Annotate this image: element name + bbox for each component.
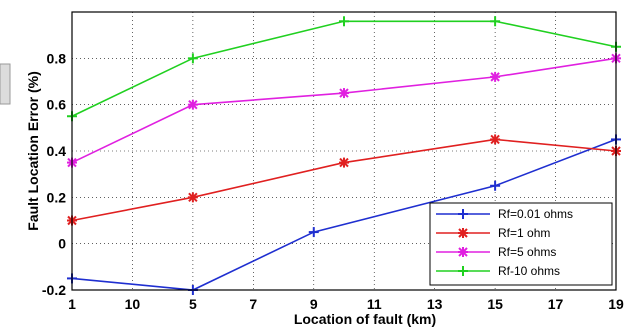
data-point bbox=[339, 157, 349, 168]
legend-entry: Rf=0.01 ohms bbox=[436, 207, 573, 221]
y-tick-label: 0.2 bbox=[47, 189, 67, 205]
data-point bbox=[187, 53, 198, 64]
y-tick-label: 0.8 bbox=[47, 50, 67, 66]
x-tick-label: 1 bbox=[68, 296, 76, 312]
legend-label: Rf=0.01 ohms bbox=[498, 207, 573, 221]
x-tick-label: 13 bbox=[427, 296, 443, 312]
x-tick-label: 11 bbox=[367, 296, 382, 312]
data-point bbox=[490, 134, 501, 145]
legend-label: Rf=5 ohms bbox=[498, 245, 556, 259]
data-point bbox=[490, 180, 501, 191]
x-tick-label: 19 bbox=[608, 296, 624, 312]
legend: Rf=0.01 ohms Rf=1 ohm Rf=5 ohms Rf-10 ohms bbox=[429, 202, 613, 286]
data-point bbox=[187, 99, 198, 110]
legend-marker bbox=[458, 266, 468, 276]
legend-entry: Rf=1 ohm bbox=[436, 226, 550, 240]
data-point bbox=[308, 227, 319, 238]
grid-layer bbox=[72, 12, 616, 290]
y-tick-label: 0.6 bbox=[47, 97, 67, 113]
legend-marker bbox=[458, 228, 468, 238]
data-point bbox=[187, 192, 198, 203]
x-tick-label: 7 bbox=[249, 296, 257, 312]
data-point bbox=[490, 71, 501, 82]
y-axis-label: Fault Location Error (%) bbox=[25, 71, 41, 230]
series-2 bbox=[67, 134, 621, 226]
legend-label: Rf=1 ohm bbox=[498, 226, 550, 240]
legend-marker bbox=[458, 209, 468, 219]
y-tick-label: -0.2 bbox=[42, 282, 66, 298]
x-tick-label: 17 bbox=[548, 296, 564, 312]
data-point bbox=[490, 16, 501, 27]
left-edge-fragment bbox=[0, 63, 11, 105]
y-tick-label: 0.4 bbox=[47, 143, 67, 159]
y-tick-label: 0 bbox=[58, 236, 66, 252]
legend-entry: Rf-10 ohms bbox=[436, 264, 560, 278]
data-point bbox=[339, 16, 349, 27]
legend-label: Rf-10 ohms bbox=[498, 264, 560, 278]
x-tick-label: 10 bbox=[125, 296, 141, 312]
tick-layer: 1 10 5 7 9 11 13 15 17 19 -0.2 0 0.2 0.4 0.6 0.8 bbox=[42, 50, 624, 312]
series-1 bbox=[67, 134, 621, 295]
x-tick-label: 15 bbox=[487, 296, 503, 312]
legend-marker bbox=[458, 247, 468, 257]
legend-entry: Rf=5 ohms bbox=[436, 245, 556, 259]
plot-frame bbox=[71, 11, 617, 291]
x-tick-label: 5 bbox=[189, 296, 197, 312]
data-point bbox=[339, 88, 349, 99]
x-tick-label: 9 bbox=[310, 296, 318, 312]
series-layer bbox=[67, 16, 621, 295]
x-axis-label: Location of fault (km) bbox=[294, 311, 436, 327]
